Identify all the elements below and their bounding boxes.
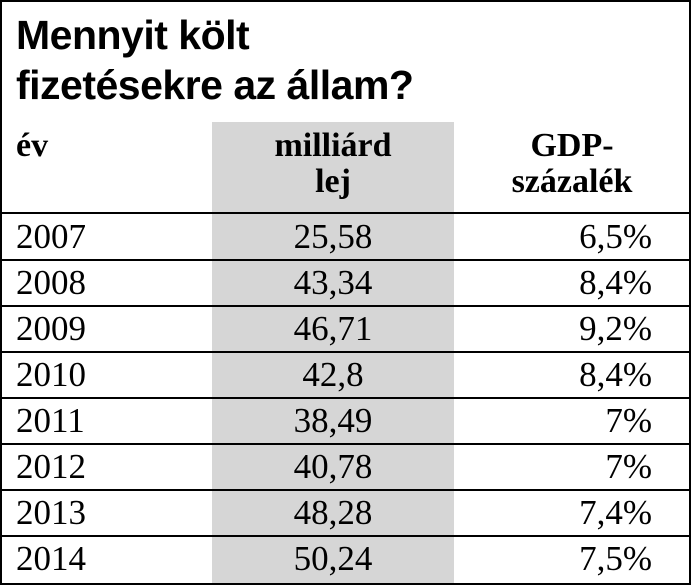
table-cell: 7,5%: [579, 539, 652, 578]
header-cell: GDP- százalék: [511, 127, 633, 200]
table-cell: 48,28: [293, 493, 373, 532]
table-cell: 46,71: [293, 309, 373, 348]
row-rule: [2, 535, 689, 537]
table-cell: 2008: [16, 263, 86, 302]
table-cell: 8,4%: [579, 263, 652, 302]
row-rule: [2, 212, 689, 214]
title: Mennyit költ fizetésekre az állam?: [16, 12, 414, 108]
row-rule: [2, 259, 689, 261]
row-rule: [2, 443, 689, 445]
table-cell: 7,4%: [579, 493, 652, 532]
table-cell: 50,24: [293, 539, 373, 578]
table-cell: 9,2%: [579, 309, 652, 348]
table-cell: 6,5%: [579, 217, 652, 256]
table-cell: 2007: [16, 217, 86, 256]
header-cell: milliárd lej: [274, 127, 392, 200]
table-cell: 2012: [16, 447, 86, 486]
header-cell: év: [16, 127, 49, 164]
row-rule: [2, 305, 689, 307]
table-cell: 38,49: [293, 401, 373, 440]
table-cell: 25,58: [293, 217, 373, 256]
table-cell: 40,78: [293, 447, 373, 486]
table-cell: 2011: [16, 401, 85, 440]
table-cell: 2009: [16, 309, 86, 348]
table-cell: 2013: [16, 493, 86, 532]
row-rule: [2, 489, 689, 491]
table-cell: 8,4%: [579, 355, 652, 394]
table-cell: 2014: [16, 539, 86, 578]
table-cell: 2010: [16, 355, 86, 394]
table-cell: 43,34: [293, 263, 373, 302]
table-cell: 7%: [605, 401, 652, 440]
row-rule: [2, 397, 689, 399]
table-cell: 7%: [605, 447, 652, 486]
row-rule: [2, 351, 689, 353]
table-cell: 42,8: [302, 355, 364, 394]
